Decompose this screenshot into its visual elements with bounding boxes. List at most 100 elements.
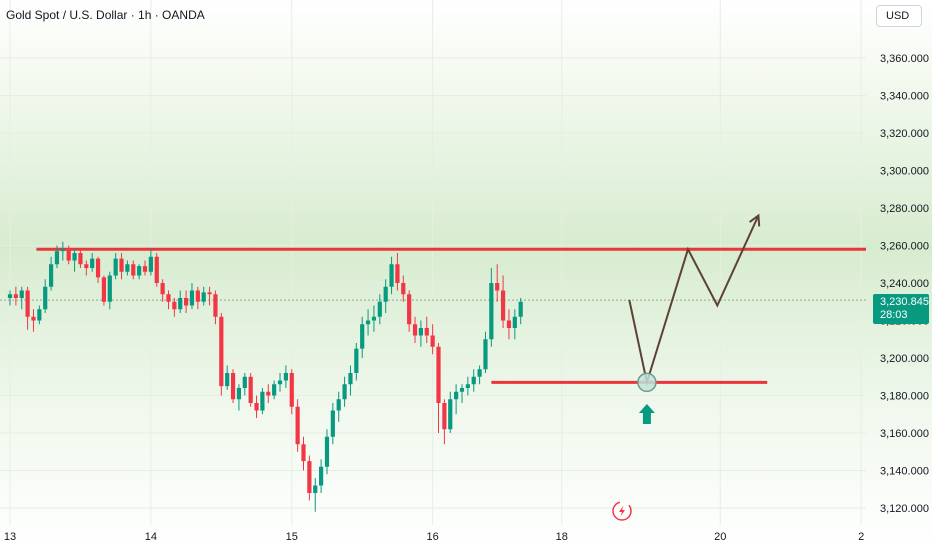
candle <box>248 373 253 407</box>
candle <box>84 260 89 276</box>
candle-body <box>272 384 277 396</box>
candle <box>113 253 118 280</box>
annotations[interactable] <box>628 213 761 425</box>
candle-body <box>483 339 488 370</box>
candle <box>43 279 48 313</box>
x-tick-label: 16 <box>427 531 439 543</box>
candle-body <box>13 294 18 298</box>
candle <box>201 286 206 306</box>
candle <box>307 455 312 501</box>
candle <box>418 320 423 347</box>
candle-body <box>19 290 24 298</box>
candle-body <box>407 294 412 325</box>
candle <box>407 290 412 332</box>
candle-body <box>442 403 447 430</box>
candle <box>442 399 447 445</box>
candle <box>330 403 335 445</box>
candle <box>401 275 406 302</box>
candle-body <box>7 294 13 298</box>
candle-body <box>518 301 523 317</box>
candle <box>172 298 177 317</box>
candle-body <box>307 461 312 493</box>
candle-body <box>512 316 517 328</box>
candle <box>95 256 101 283</box>
candle <box>295 399 300 452</box>
x-tick-label: 20 <box>714 531 726 543</box>
candle-body <box>277 380 283 385</box>
y-tick-label: 3,140.000 <box>880 466 929 478</box>
candle-body <box>184 298 189 306</box>
candle-body <box>154 256 159 283</box>
x-tick-label: 18 <box>556 531 568 543</box>
candle <box>236 384 242 411</box>
bar-countdown: 28:03 <box>880 309 908 321</box>
candle <box>459 384 465 403</box>
candle-body <box>500 290 506 321</box>
candle <box>448 391 453 433</box>
candle <box>430 324 435 355</box>
candle <box>78 249 83 268</box>
target-circle <box>637 372 657 393</box>
candle-body <box>465 384 470 388</box>
candle <box>107 271 112 310</box>
lightning-icon[interactable] <box>612 501 632 521</box>
candle-body <box>31 316 36 321</box>
candle <box>471 369 476 392</box>
candle <box>342 376 347 407</box>
candle <box>166 290 171 310</box>
candle <box>7 290 13 306</box>
candle-body <box>78 253 83 265</box>
candle <box>336 391 341 422</box>
candle <box>142 260 148 276</box>
candle <box>225 365 230 390</box>
candle-body <box>201 292 206 302</box>
candle <box>324 429 330 475</box>
candle <box>477 365 482 385</box>
time-axis[interactable]: 13 14 15 16 18 20 2 <box>4 531 864 543</box>
candle-body <box>172 301 177 310</box>
candle <box>354 343 359 381</box>
candle-body <box>330 410 335 437</box>
candle <box>242 373 247 396</box>
candle <box>25 286 30 330</box>
candle <box>360 316 365 358</box>
candle-body <box>295 406 300 445</box>
candle <box>371 305 377 332</box>
price-axis[interactable]: 3,120.000 3,140.000 3,160.000 3,180.000 3,20… <box>880 53 929 515</box>
candle-body <box>95 258 101 278</box>
candle-body <box>436 346 441 403</box>
candle-body <box>248 376 253 403</box>
candle-body <box>360 324 365 349</box>
candle <box>319 459 324 493</box>
candle-body <box>101 277 107 302</box>
candle <box>160 279 165 302</box>
candle-body <box>319 466 324 486</box>
candle-body <box>283 373 288 381</box>
candle-body <box>371 316 377 321</box>
candle-body <box>119 258 124 272</box>
candle-body <box>207 292 212 295</box>
currency-button[interactable]: USD <box>876 5 922 27</box>
x-tick-label: 13 <box>4 531 16 543</box>
candle-body <box>506 320 512 328</box>
y-tick-label: 3,180.000 <box>880 391 929 403</box>
candle <box>483 331 488 373</box>
candle-body <box>289 373 294 407</box>
candle-body <box>424 328 429 336</box>
candle <box>37 305 42 325</box>
candle-body <box>43 286 48 310</box>
candle <box>195 286 200 310</box>
candle <box>54 245 60 268</box>
candle-body <box>236 388 242 400</box>
candle <box>207 286 212 306</box>
candle <box>19 286 24 310</box>
candle-body <box>471 376 476 385</box>
level-lines[interactable] <box>36 247 866 384</box>
candle <box>424 316 429 343</box>
candle <box>500 275 506 328</box>
chart-title: Gold Spot / U.S. Dollar · 1h · OANDA <box>6 8 205 22</box>
candle-body <box>377 301 382 317</box>
candle-body <box>230 373 236 400</box>
candle <box>189 283 195 310</box>
